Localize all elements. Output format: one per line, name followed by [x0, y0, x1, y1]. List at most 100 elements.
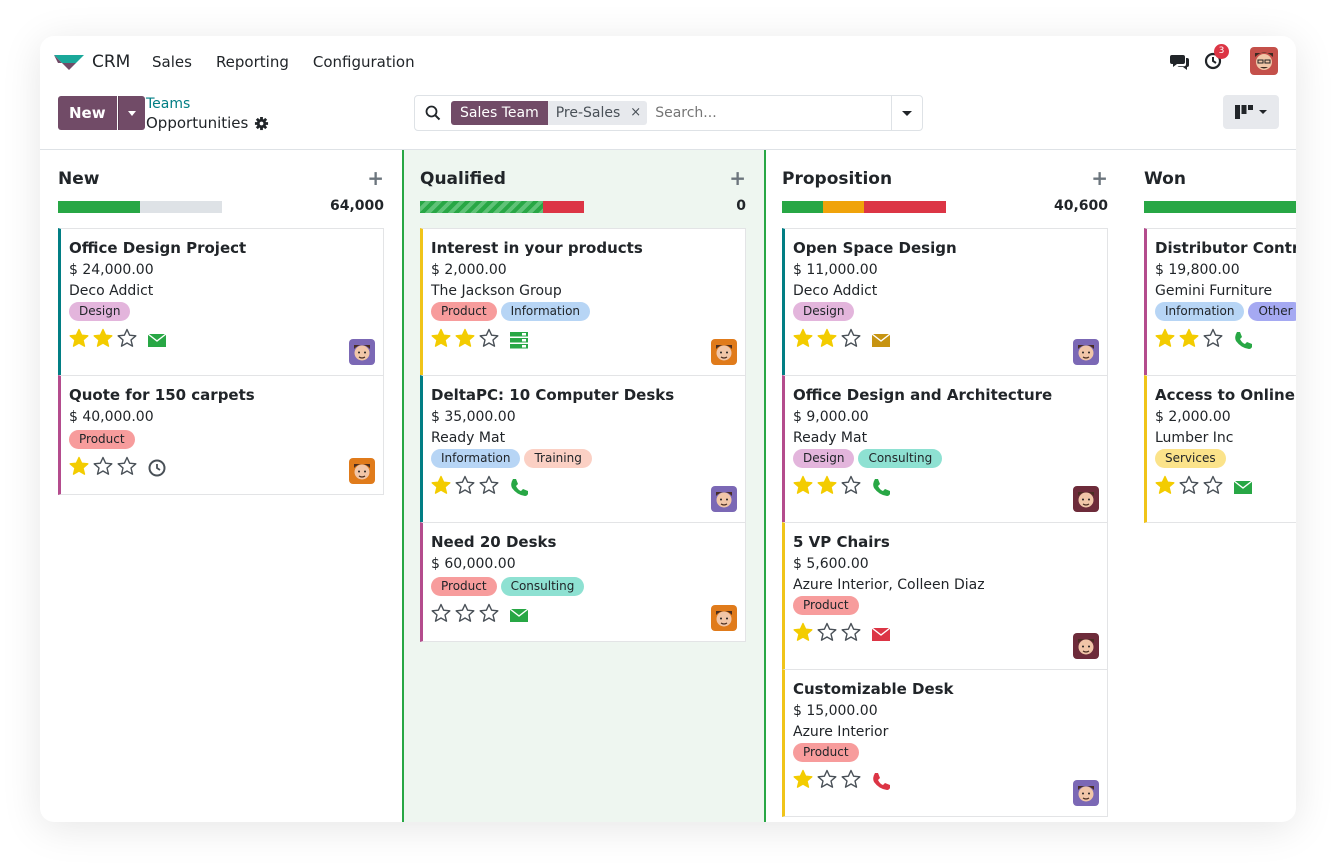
clock-icon[interactable]	[137, 458, 167, 478]
star-icon[interactable]	[431, 603, 451, 627]
star-icon[interactable]	[431, 475, 451, 499]
add-card-plus-icon[interactable]: +	[1091, 166, 1108, 190]
priority-stars[interactable]	[431, 328, 499, 352]
kanban-card[interactable]: Office Design and Architecture $ 9,000.00…	[782, 375, 1108, 523]
column-title[interactable]: Won	[1144, 169, 1186, 189]
star-icon[interactable]	[841, 769, 861, 793]
star-icon[interactable]	[479, 475, 499, 499]
assignee-avatar[interactable]	[349, 458, 375, 484]
kanban-card[interactable]: Need 20 Desks $ 60,000.00 Product Consultin…	[420, 522, 746, 642]
progress-segment[interactable]	[823, 201, 864, 213]
envelope-icon[interactable]	[861, 624, 891, 644]
column-progress-bar[interactable]	[782, 201, 946, 213]
kanban-card[interactable]: Access to Online Catalog $ 2,000.00 Lumber…	[1144, 375, 1296, 523]
column-progress-bar[interactable]	[420, 201, 584, 213]
app-name[interactable]: CRM	[92, 52, 131, 72]
search-options-toggle[interactable]	[891, 96, 922, 130]
star-icon[interactable]	[69, 328, 89, 352]
star-icon[interactable]	[817, 475, 837, 499]
search-input[interactable]	[653, 104, 888, 122]
star-icon[interactable]	[1179, 475, 1199, 499]
progress-segment[interactable]	[543, 201, 584, 213]
priority-stars[interactable]	[1155, 475, 1223, 499]
star-icon[interactable]	[841, 328, 861, 352]
kanban-card[interactable]: Office Design Project $ 24,000.00 Deco Add…	[58, 228, 384, 376]
kanban-card[interactable]: Interest in your products $ 2,000.00 The J…	[420, 228, 746, 376]
star-icon[interactable]	[117, 328, 137, 352]
envelope-icon[interactable]	[1223, 477, 1253, 497]
priority-stars[interactable]	[793, 328, 861, 352]
column-progress-bar[interactable]	[58, 201, 222, 213]
kanban-card[interactable]: Quote for 150 carpets $ 40,000.00 Product	[58, 375, 384, 495]
column-title[interactable]: Qualified	[420, 169, 506, 189]
tasks-icon[interactable]	[499, 330, 529, 350]
progress-segment[interactable]	[1144, 201, 1296, 213]
priority-stars[interactable]	[69, 328, 137, 352]
view-switcher[interactable]	[1223, 95, 1279, 129]
user-avatar[interactable]	[1250, 47, 1278, 75]
priority-stars[interactable]	[431, 603, 499, 627]
column-progress-bar[interactable]	[1144, 201, 1296, 213]
assignee-avatar[interactable]	[711, 339, 737, 365]
star-icon[interactable]	[817, 769, 837, 793]
phone-icon[interactable]	[1223, 330, 1253, 350]
star-icon[interactable]	[69, 456, 89, 480]
assignee-avatar[interactable]	[1073, 339, 1099, 365]
facet-remove-icon[interactable]: ×	[630, 105, 642, 120]
assignee-avatar[interactable]	[711, 605, 737, 631]
priority-stars[interactable]	[793, 769, 861, 793]
menu-item-sales[interactable]: Sales	[152, 53, 192, 71]
priority-stars[interactable]	[431, 475, 499, 499]
breadcrumb-teams[interactable]: Teams	[146, 96, 191, 112]
add-card-plus-icon[interactable]: +	[367, 166, 384, 190]
assignee-avatar[interactable]	[711, 486, 737, 512]
progress-segment[interactable]	[782, 201, 823, 213]
star-icon[interactable]	[793, 622, 813, 646]
star-icon[interactable]	[479, 603, 499, 627]
star-icon[interactable]	[1155, 475, 1175, 499]
star-icon[interactable]	[793, 328, 813, 352]
chat-icon[interactable]	[1170, 51, 1190, 71]
column-title[interactable]: Proposition	[782, 169, 893, 189]
progress-segment[interactable]	[58, 201, 140, 213]
envelope-icon[interactable]	[499, 605, 529, 625]
star-icon[interactable]	[479, 328, 499, 352]
kanban-card[interactable]: Distributor Contract $ 19,800.00 Gemini Fu…	[1144, 228, 1296, 376]
assignee-avatar[interactable]	[1073, 633, 1099, 659]
star-icon[interactable]	[841, 475, 861, 499]
star-icon[interactable]	[817, 622, 837, 646]
star-icon[interactable]	[93, 328, 113, 352]
menu-item-configuration[interactable]: Configuration	[312, 53, 415, 71]
envelope-icon[interactable]	[137, 330, 167, 350]
star-icon[interactable]	[1179, 328, 1199, 352]
star-icon[interactable]	[93, 456, 113, 480]
progress-segment[interactable]	[140, 201, 222, 213]
star-icon[interactable]	[793, 475, 813, 499]
new-button[interactable]: New	[58, 96, 117, 130]
priority-stars[interactable]	[793, 475, 861, 499]
star-icon[interactable]	[455, 475, 475, 499]
kanban-card[interactable]: 5 VP Chairs $ 5,600.00 Azure Interior, Col…	[782, 522, 1108, 670]
add-card-plus-icon[interactable]: +	[729, 166, 746, 190]
progress-segment[interactable]	[864, 201, 946, 213]
kanban-card[interactable]: DeltaPC: 10 Computer Desks $ 35,000.00 Rea…	[420, 375, 746, 523]
phone-icon[interactable]	[499, 477, 529, 497]
envelope-icon[interactable]	[861, 330, 891, 350]
column-title[interactable]: New	[58, 169, 100, 189]
kanban-card[interactable]: Open Space Design $ 11,000.00 Deco Addict D…	[782, 228, 1108, 376]
star-icon[interactable]	[431, 328, 451, 352]
new-dropdown-toggle[interactable]	[117, 96, 145, 130]
activity-menu[interactable]: 3	[1204, 44, 1229, 72]
assignee-avatar[interactable]	[1073, 486, 1099, 512]
priority-stars[interactable]	[793, 622, 861, 646]
phone-icon[interactable]	[861, 477, 891, 497]
star-icon[interactable]	[793, 769, 813, 793]
kanban-card[interactable]: Customizable Desk $ 15,000.00 Azure Interi…	[782, 669, 1108, 817]
phone-icon[interactable]	[861, 771, 891, 791]
assignee-avatar[interactable]	[349, 339, 375, 365]
star-icon[interactable]	[841, 622, 861, 646]
star-icon[interactable]	[455, 328, 475, 352]
star-icon[interactable]	[1203, 475, 1223, 499]
progress-segment[interactable]	[420, 201, 543, 213]
assignee-avatar[interactable]	[1073, 780, 1099, 806]
